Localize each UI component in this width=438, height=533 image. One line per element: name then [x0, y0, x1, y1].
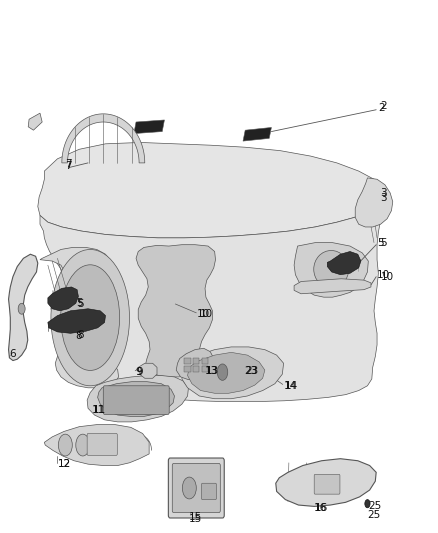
Text: 13: 13: [206, 367, 219, 376]
Bar: [201, 358, 208, 364]
Text: 8: 8: [75, 331, 81, 341]
Text: 7: 7: [65, 159, 72, 169]
Text: 5: 5: [377, 238, 384, 248]
Polygon shape: [98, 382, 174, 416]
Text: 15: 15: [188, 514, 201, 524]
Circle shape: [76, 434, 90, 456]
Polygon shape: [136, 245, 215, 377]
Text: 25: 25: [368, 502, 381, 511]
Polygon shape: [243, 127, 272, 141]
Text: 5: 5: [76, 298, 82, 308]
FancyBboxPatch shape: [168, 458, 224, 518]
Polygon shape: [294, 279, 371, 294]
Text: 23: 23: [244, 367, 258, 376]
Polygon shape: [176, 348, 214, 379]
Text: 25: 25: [367, 510, 381, 520]
Ellipse shape: [51, 249, 130, 386]
Polygon shape: [62, 114, 145, 163]
Circle shape: [18, 303, 25, 314]
Polygon shape: [9, 254, 38, 360]
Text: 2: 2: [378, 103, 385, 112]
Text: 14: 14: [284, 381, 297, 391]
Text: 13: 13: [205, 367, 218, 376]
Polygon shape: [40, 247, 119, 388]
Text: 12: 12: [57, 459, 71, 469]
FancyBboxPatch shape: [314, 474, 340, 494]
Bar: [184, 358, 191, 364]
Polygon shape: [48, 309, 106, 333]
Text: 9: 9: [135, 367, 142, 377]
Circle shape: [58, 434, 72, 456]
Polygon shape: [48, 287, 78, 311]
Bar: [184, 366, 191, 372]
Text: 3: 3: [380, 188, 386, 198]
Text: 11: 11: [92, 405, 106, 415]
FancyBboxPatch shape: [103, 386, 169, 414]
Polygon shape: [182, 347, 284, 399]
Text: 15: 15: [188, 512, 201, 522]
Circle shape: [217, 364, 228, 381]
FancyBboxPatch shape: [201, 483, 216, 499]
Text: 6: 6: [10, 349, 16, 359]
Polygon shape: [276, 459, 376, 506]
Bar: [193, 358, 199, 364]
Text: 10: 10: [377, 270, 390, 280]
Polygon shape: [40, 198, 383, 401]
Text: 10: 10: [199, 309, 212, 319]
Text: 10: 10: [197, 309, 210, 319]
Polygon shape: [134, 120, 164, 134]
Text: 9: 9: [136, 367, 143, 377]
FancyBboxPatch shape: [172, 464, 220, 513]
Text: 8: 8: [77, 329, 84, 340]
FancyBboxPatch shape: [87, 433, 117, 455]
Polygon shape: [327, 252, 361, 274]
Text: 16: 16: [315, 504, 328, 513]
Polygon shape: [187, 352, 265, 393]
Text: 3: 3: [381, 193, 387, 204]
Text: 2: 2: [381, 101, 387, 111]
Text: 11: 11: [92, 405, 105, 415]
Ellipse shape: [314, 251, 349, 288]
Text: 14: 14: [285, 381, 298, 391]
Text: 5: 5: [77, 299, 84, 309]
Polygon shape: [355, 178, 393, 227]
Text: 23: 23: [245, 367, 258, 376]
Polygon shape: [138, 364, 157, 378]
Text: 12: 12: [57, 459, 71, 469]
Polygon shape: [294, 243, 368, 297]
Polygon shape: [28, 113, 42, 130]
Circle shape: [182, 477, 196, 499]
Circle shape: [365, 499, 370, 508]
Bar: [201, 366, 208, 372]
Text: 5: 5: [381, 238, 387, 248]
Polygon shape: [44, 425, 149, 465]
Polygon shape: [87, 376, 188, 422]
Text: 7: 7: [65, 161, 72, 171]
Text: 10: 10: [381, 272, 394, 282]
Polygon shape: [38, 142, 383, 238]
Bar: [193, 366, 199, 372]
Text: 16: 16: [314, 504, 328, 513]
Ellipse shape: [61, 265, 120, 370]
